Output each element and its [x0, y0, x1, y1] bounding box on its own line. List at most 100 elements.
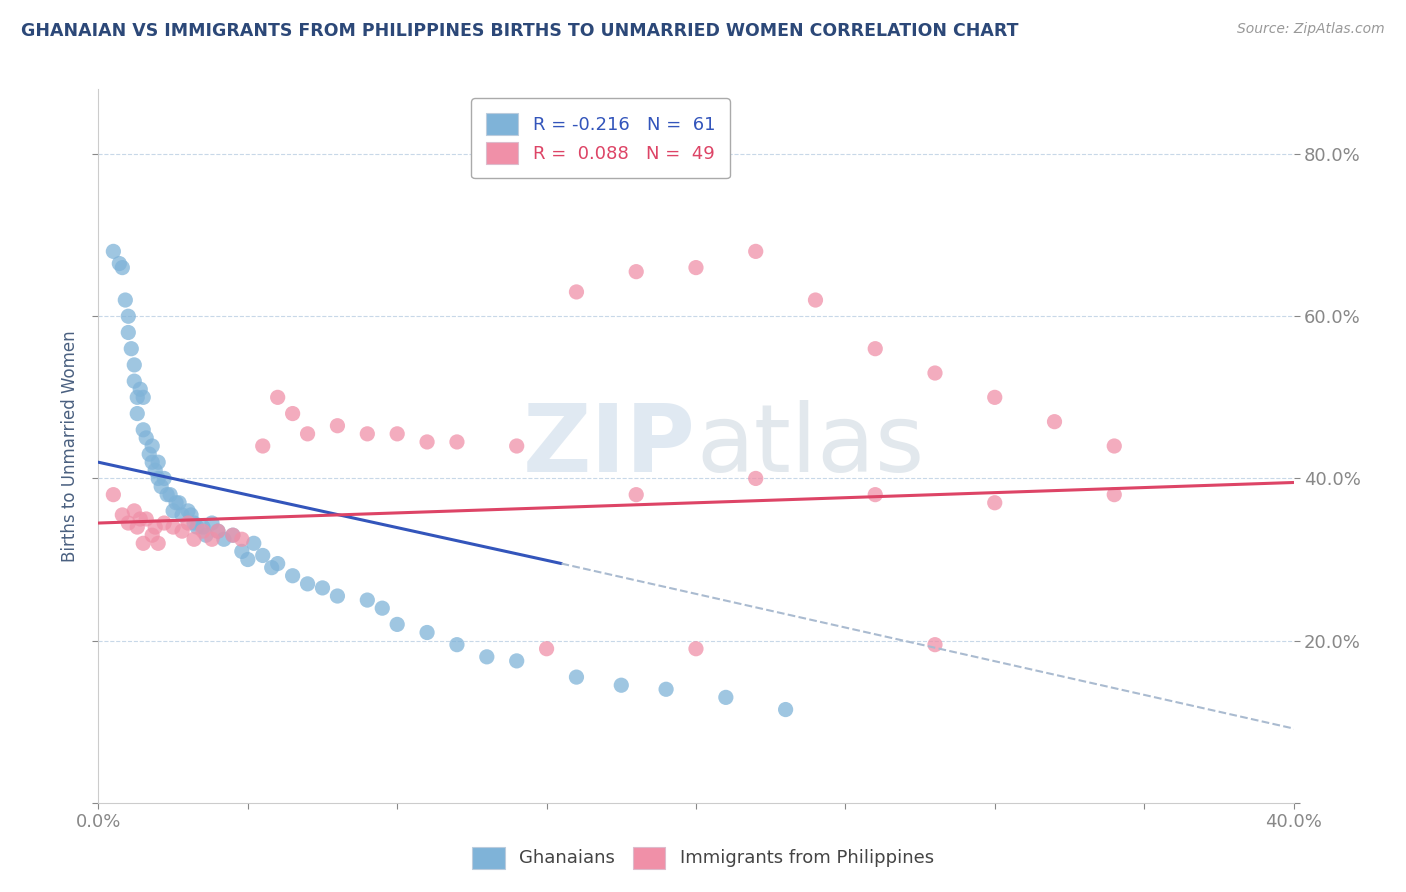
Point [129, 512, 152, 526]
Point [103, 244, 125, 259]
Point [385, 426, 409, 441]
Legend: R = -0.216   N =  61, R =  0.088   N =  49: R = -0.216 N = 61, R = 0.088 N = 49 [471, 98, 730, 178]
Point [231, 533, 253, 547]
Point [195, 528, 218, 542]
Point [236, 552, 259, 566]
Point [222, 528, 245, 542]
Point [124, 504, 146, 518]
Point [156, 488, 179, 502]
Point [297, 426, 319, 441]
Point [120, 342, 142, 356]
Point [141, 455, 163, 469]
Point [127, 407, 149, 421]
Point [186, 520, 208, 534]
Text: atlas: atlas [696, 400, 924, 492]
Point [201, 516, 224, 530]
Point [924, 638, 946, 652]
Point [177, 504, 200, 518]
Point [103, 488, 125, 502]
Point [111, 508, 134, 522]
Point [714, 690, 737, 705]
Point [132, 423, 155, 437]
Point [475, 649, 498, 664]
Point [212, 533, 235, 547]
Point [183, 516, 205, 530]
Point [143, 520, 166, 534]
Point [191, 524, 214, 538]
Point [281, 407, 304, 421]
Point [172, 508, 194, 522]
Point [114, 293, 136, 307]
Point [117, 310, 139, 324]
Point [243, 536, 266, 550]
Point [143, 463, 166, 477]
Point [165, 496, 187, 510]
Point [138, 447, 160, 461]
Point [745, 471, 768, 485]
Point [148, 471, 170, 485]
Text: ZIP: ZIP [523, 400, 696, 492]
Point [172, 524, 194, 538]
Point [222, 528, 245, 542]
Point [865, 488, 887, 502]
Point [506, 439, 529, 453]
Point [610, 678, 633, 692]
Point [132, 536, 155, 550]
Point [536, 641, 558, 656]
Point [201, 533, 224, 547]
Point [804, 293, 827, 307]
Point [231, 544, 253, 558]
Point [148, 455, 170, 469]
Point [260, 560, 283, 574]
Point [311, 581, 333, 595]
Point [141, 528, 163, 542]
Point [267, 390, 290, 404]
Point [626, 488, 648, 502]
Point [924, 366, 946, 380]
Point [506, 654, 529, 668]
Point [207, 524, 229, 538]
Point [167, 496, 190, 510]
Point [416, 625, 439, 640]
Point [108, 256, 131, 270]
Point [148, 536, 170, 550]
Point [252, 439, 274, 453]
Point [326, 418, 349, 433]
Point [775, 702, 797, 716]
Point [207, 524, 229, 538]
Point [326, 589, 349, 603]
Point [745, 244, 768, 259]
Point [356, 426, 378, 441]
Point [1104, 488, 1126, 502]
Point [1043, 415, 1066, 429]
Point [141, 439, 163, 453]
Text: Source: ZipAtlas.com: Source: ZipAtlas.com [1237, 22, 1385, 37]
Point [162, 504, 184, 518]
Point [371, 601, 394, 615]
Point [127, 390, 149, 404]
Text: GHANAIAN VS IMMIGRANTS FROM PHILIPPINES BIRTHS TO UNMARRIED WOMEN CORRELATION CH: GHANAIAN VS IMMIGRANTS FROM PHILIPPINES … [21, 22, 1018, 40]
Point [183, 533, 205, 547]
Point [117, 326, 139, 340]
Point [626, 265, 648, 279]
Point [356, 593, 378, 607]
Point [267, 557, 290, 571]
Point [865, 342, 887, 356]
Point [153, 516, 176, 530]
Point [281, 568, 304, 582]
Point [252, 549, 274, 563]
Point [111, 260, 134, 275]
Point [984, 496, 1007, 510]
Point [565, 670, 588, 684]
Legend: Ghanaians, Immigrants from Philippines: Ghanaians, Immigrants from Philippines [457, 832, 949, 883]
Point [129, 382, 152, 396]
Point [984, 390, 1007, 404]
Point [150, 479, 173, 493]
Point [446, 638, 468, 652]
Point [132, 390, 155, 404]
Point [135, 431, 157, 445]
Point [124, 374, 146, 388]
Point [1104, 439, 1126, 453]
Point [385, 617, 409, 632]
Y-axis label: Births to Unmarried Women: Births to Unmarried Women [60, 330, 79, 562]
